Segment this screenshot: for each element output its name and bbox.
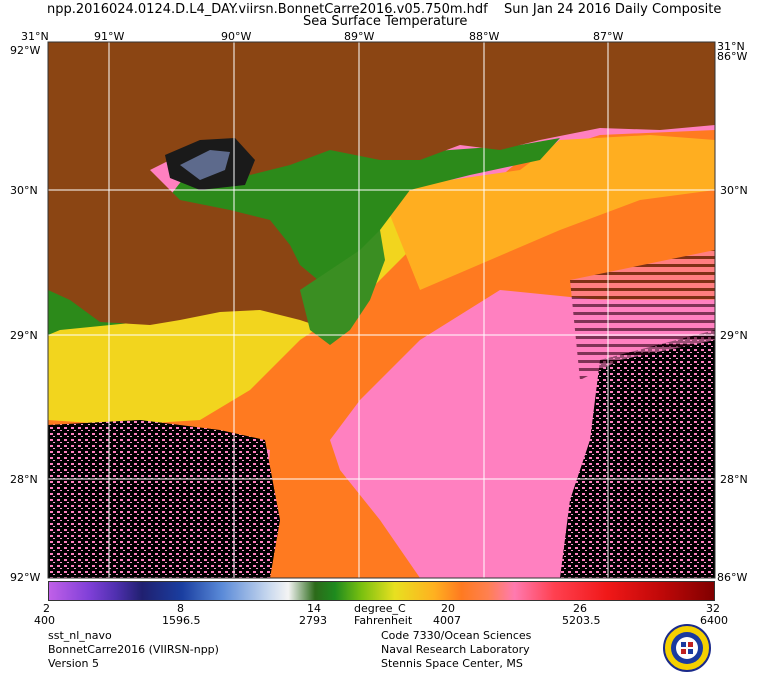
cbar-tick-c-3: 20 (441, 602, 455, 615)
cbar-unit-c: degree_C (354, 602, 406, 615)
lat-label-28-left: 28°N (10, 473, 38, 486)
composite-date: Sun Jan 24 2016 Daily Composite (504, 2, 722, 17)
footer-right-3: Stennis Space Center, MS (381, 657, 523, 670)
lon-label-89: 89°W (344, 30, 375, 43)
lon-label-90: 90°W (221, 30, 252, 43)
warm-band (48, 130, 715, 578)
land (48, 42, 715, 330)
cbar-tick-f-3: 4007 (433, 614, 461, 627)
cbar-tick-f-5: 6400 (700, 614, 728, 627)
nrl-logo-icon (663, 624, 711, 672)
colorbar (48, 581, 715, 601)
lat-label-30-left: 30°N (10, 184, 38, 197)
corner-lat-tl: 31°N (21, 30, 49, 43)
cbar-tick-c-5: 32 (706, 602, 720, 615)
lat-label-28-right: 28°N (720, 473, 748, 486)
footer-left-2: BonnetCarre2016 (VIIRSN-npp) (48, 643, 219, 656)
cbar-tick-c-4: 26 (573, 602, 587, 615)
product-title: Sea Surface Temperature (303, 14, 468, 29)
lake-pontchartrain-edge (180, 150, 230, 180)
cbar-tick-c-0: 2 (43, 602, 50, 615)
river-delta (300, 230, 385, 345)
lon-label-91: 91°W (94, 30, 125, 43)
lat-label-29-right: 29°N (720, 329, 748, 342)
footer-right-1: Code 7330/Ocean Sciences (381, 629, 532, 642)
corner-lon-bl: 92°W (10, 571, 41, 584)
cbar-tick-c-2: 14 (307, 602, 321, 615)
file-name: npp.2016024.0124.D.L4_DAY.viirsn.BonnetC… (47, 2, 488, 17)
footer-right-2: Naval Research Laboratory (381, 643, 530, 656)
lon-label-87: 87°W (593, 30, 624, 43)
lat-label-29-left: 29°N (10, 329, 38, 342)
cbar-tick-f-1: 1596.5 (162, 614, 201, 627)
footer-left-1: sst_nl_navo (48, 629, 112, 642)
yellow-offshore (380, 135, 715, 290)
corner-lon-tl: 92°W (10, 44, 41, 57)
cbar-unit-f: Fahrenheit (354, 614, 413, 627)
graticule (48, 42, 715, 578)
corner-lon-tr: 86°W (717, 50, 748, 63)
cbar-tick-f-4: 5203.5 (562, 614, 601, 627)
cloud-mask-east (560, 330, 715, 578)
cbar-tick-c-1: 8 (177, 602, 184, 615)
sst-map (47, 41, 716, 579)
map-frame (47, 41, 716, 579)
cloud-mask-west (48, 420, 280, 578)
stripe-artifacts (570, 250, 715, 380)
lat-label-30-right: 30°N (720, 184, 748, 197)
corner-lon-br: 86°W (717, 571, 748, 584)
footer-left-3: Version 5 (48, 657, 99, 670)
cbar-tick-f-0: 400 (34, 614, 55, 627)
cbar-tick-f-2: 2793 (299, 614, 327, 627)
lon-label-88: 88°W (469, 30, 500, 43)
corner-lat-tr: 31°N (717, 40, 745, 53)
